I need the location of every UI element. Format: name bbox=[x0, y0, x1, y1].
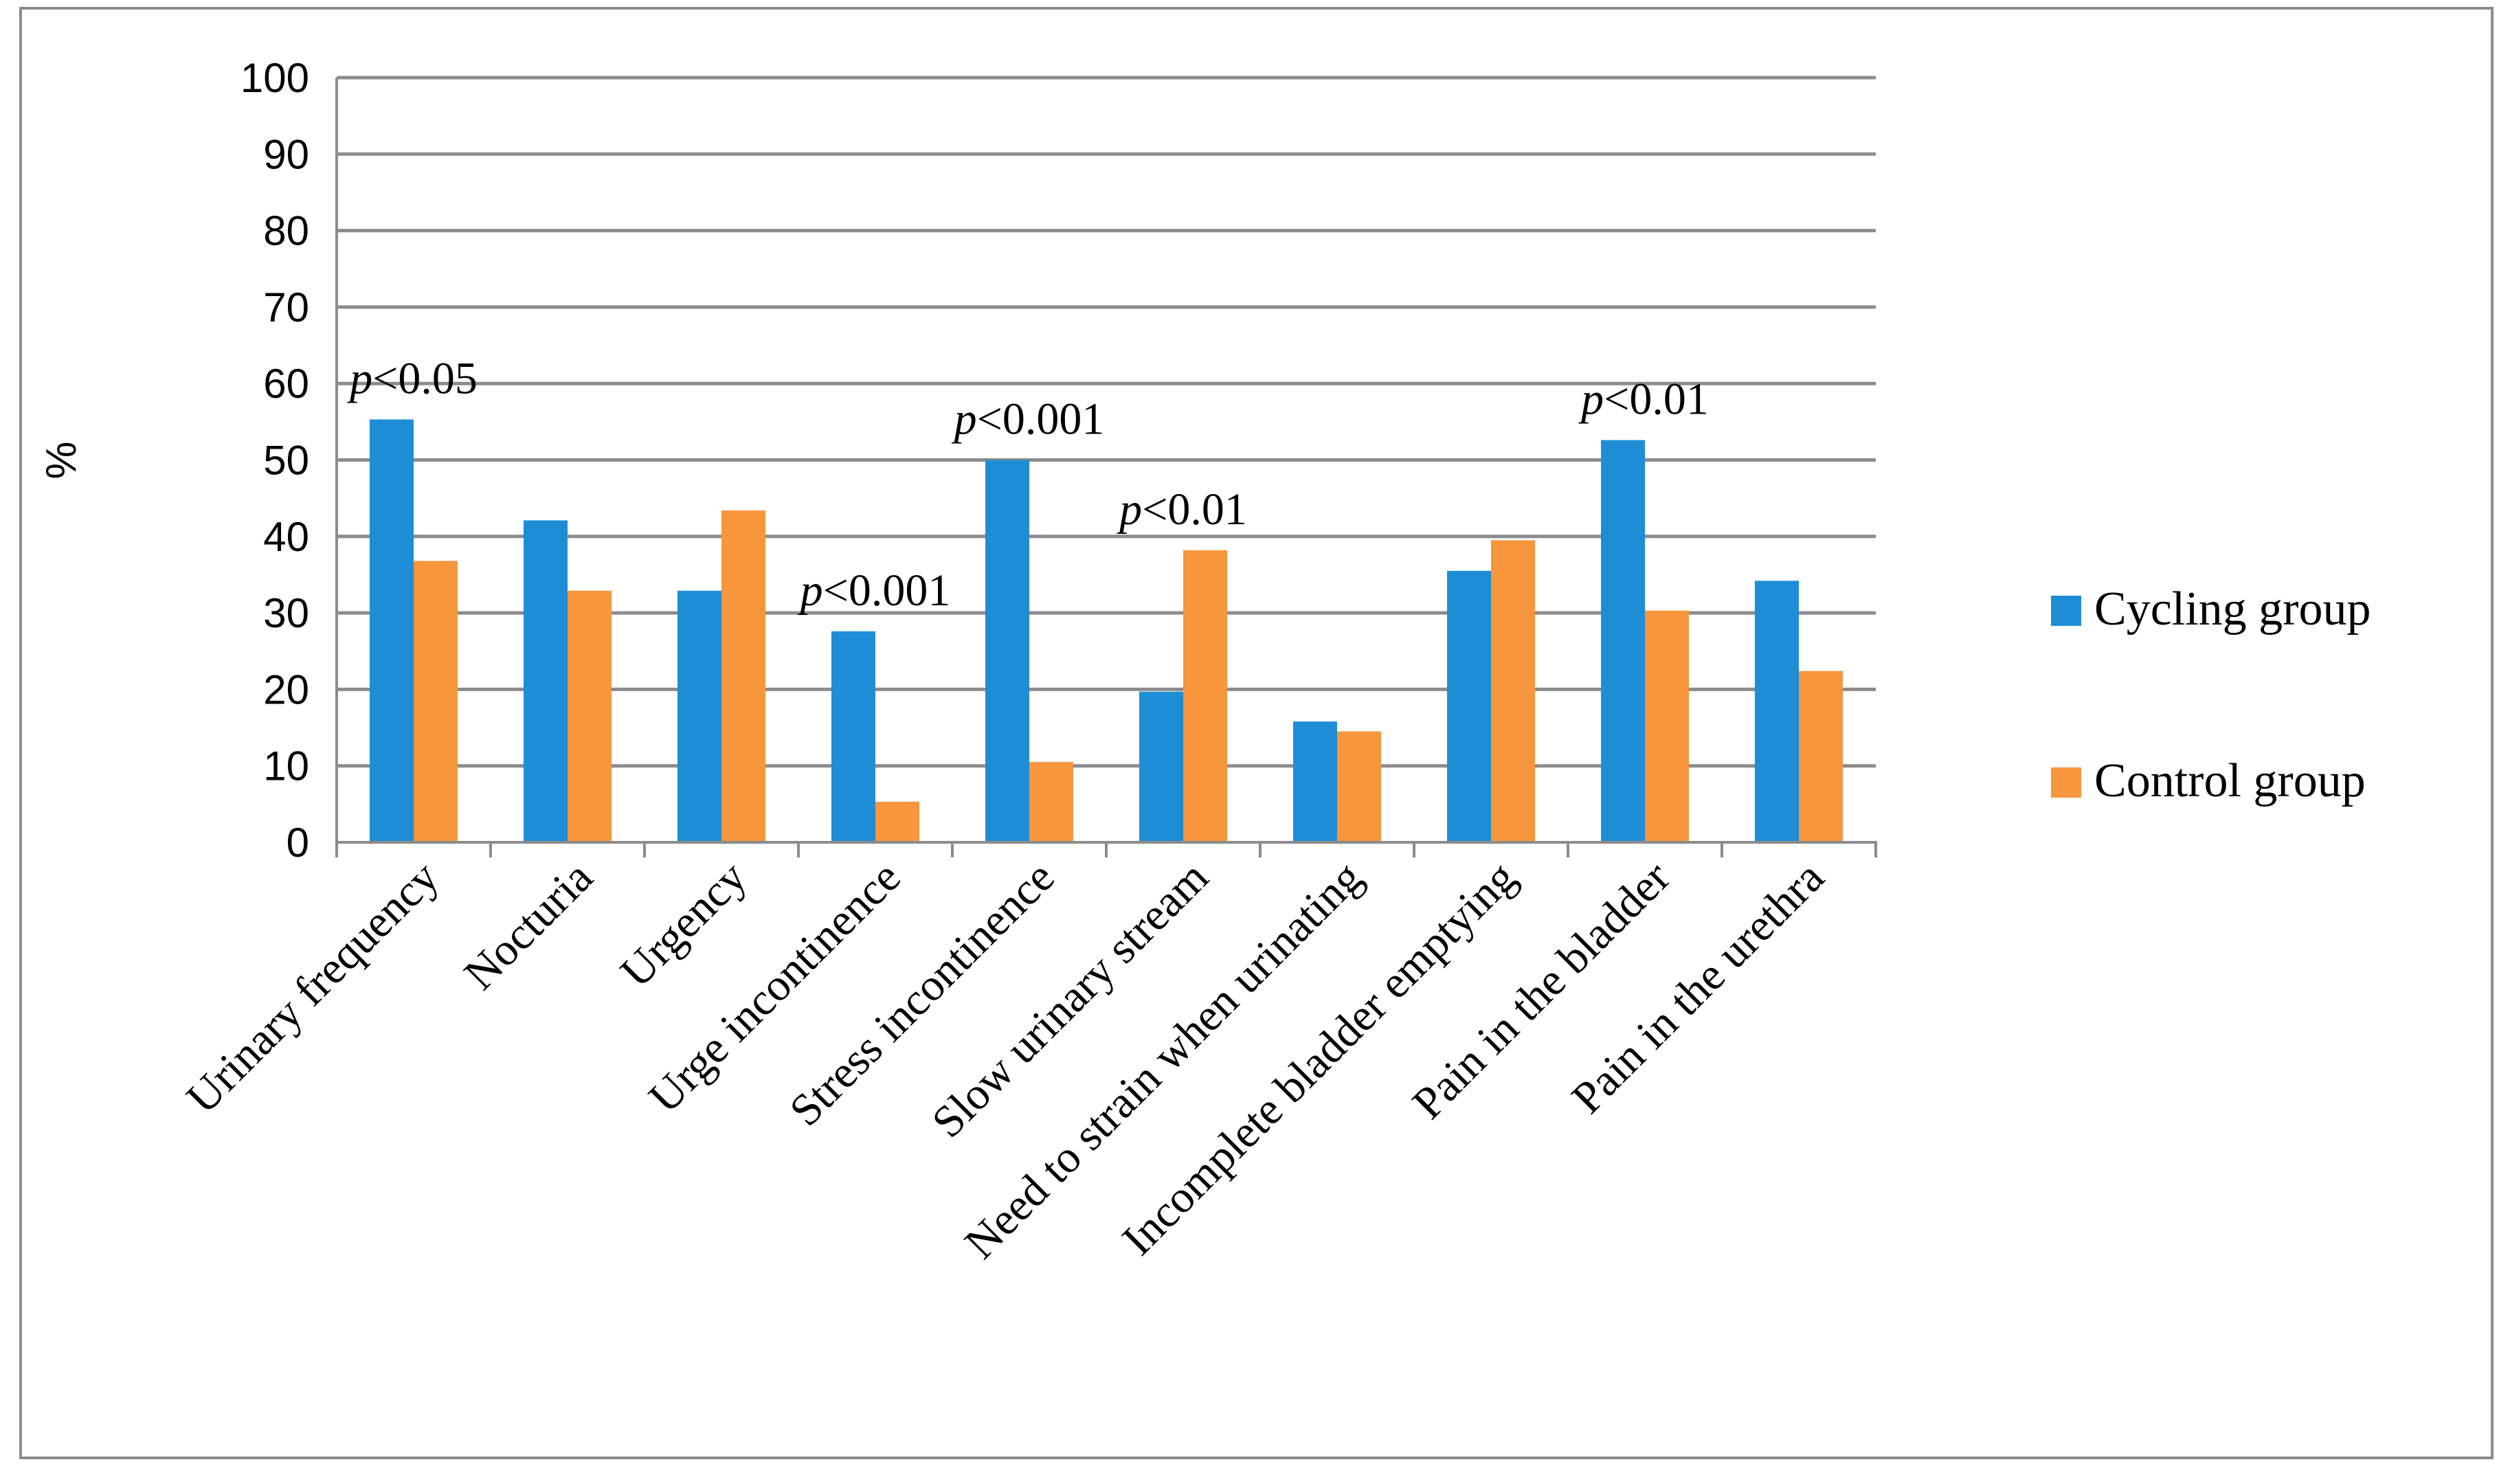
bar-cycling-9 bbox=[1755, 581, 1799, 842]
p-value-annotation: p<0.001 bbox=[798, 565, 951, 616]
y-tick-label: 90 bbox=[263, 131, 309, 177]
bar-control-2 bbox=[721, 510, 765, 842]
legend-label: Control group bbox=[2094, 754, 2366, 807]
p-value-annotation: p<0.05 bbox=[347, 354, 478, 404]
bar-control-0 bbox=[414, 561, 458, 842]
bar-cycling-4 bbox=[985, 460, 1029, 842]
y-tick-label: 50 bbox=[263, 438, 309, 484]
bar-control-1 bbox=[568, 590, 612, 842]
bar-control-5 bbox=[1183, 550, 1227, 842]
bar-cycling-0 bbox=[370, 419, 414, 842]
y-tick-label: 100 bbox=[240, 55, 309, 101]
y-tick-label: 70 bbox=[263, 284, 309, 330]
bar-cycling-1 bbox=[524, 520, 568, 842]
bars bbox=[370, 419, 1843, 842]
y-axis-label: % bbox=[38, 441, 85, 479]
bar-cycling-7 bbox=[1447, 570, 1491, 842]
bar-cycling-3 bbox=[831, 631, 875, 842]
y-tick-label: 60 bbox=[263, 361, 309, 407]
y-tick-label: 80 bbox=[263, 208, 309, 254]
axes bbox=[335, 78, 1877, 857]
y-tick-label: 10 bbox=[263, 743, 309, 789]
p-value-annotation: p<0.01 bbox=[1117, 484, 1247, 535]
bar-cycling-8 bbox=[1601, 440, 1645, 842]
legend-label: Cycling group bbox=[2094, 583, 2371, 636]
legend-swatch bbox=[2051, 596, 2081, 626]
bar-cycling-2 bbox=[677, 590, 721, 842]
bar-control-4 bbox=[1029, 762, 1073, 842]
bar-control-3 bbox=[875, 802, 919, 842]
y-tick-label: 20 bbox=[263, 666, 309, 712]
p-value-annotation: p<0.001 bbox=[952, 394, 1105, 445]
y-tick-label: 30 bbox=[263, 590, 309, 636]
bar-control-6 bbox=[1337, 731, 1381, 842]
bar-cycling-5 bbox=[1139, 691, 1183, 842]
y-tick-label: 40 bbox=[263, 514, 309, 560]
y-tick-label: 0 bbox=[287, 820, 309, 866]
legend: Cycling group Control group bbox=[2051, 583, 2371, 807]
bar-cycling-6 bbox=[1293, 721, 1337, 842]
bar-control-9 bbox=[1799, 671, 1843, 842]
y-tick-labels: 0 10 20 30 40 50 60 70 80 90 100 bbox=[240, 55, 309, 866]
bar-control-7 bbox=[1491, 540, 1535, 842]
p-value-annotation: p<0.01 bbox=[1578, 374, 1709, 425]
bar-control-8 bbox=[1645, 610, 1689, 842]
legend-swatch bbox=[2051, 767, 2081, 798]
